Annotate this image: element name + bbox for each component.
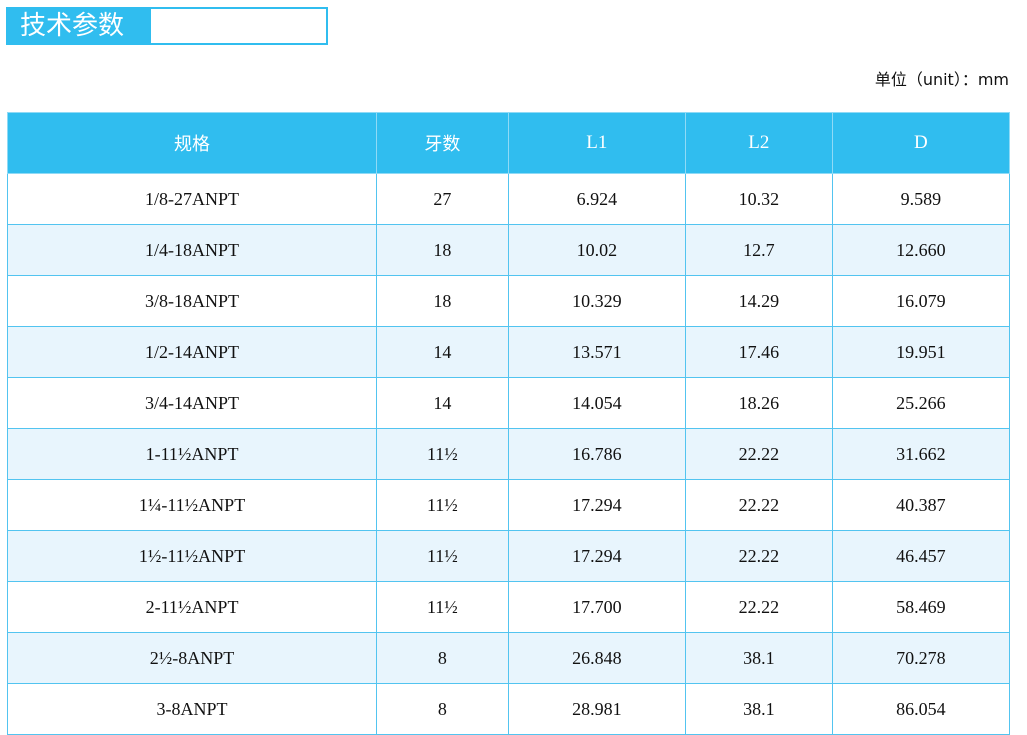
table-cell: 2-11½ANPT xyxy=(6,581,378,633)
table-cell: 13.571 xyxy=(507,326,686,378)
table-cell: 22.22 xyxy=(684,479,833,531)
table-cell: 10.02 xyxy=(507,224,686,276)
table-cell: 14 xyxy=(376,377,509,429)
section-title: 技术参数 xyxy=(6,7,328,45)
table-cell: 1¼-11½ANPT xyxy=(6,479,378,531)
table-row: 3/4-14ANPT 14 14.054 18.26 25.266 xyxy=(6,377,1011,429)
table-cell: 3/8-18ANPT xyxy=(6,275,378,327)
table-cell: 38.1 xyxy=(684,632,833,684)
table-cell: 14.29 xyxy=(684,275,833,327)
table-cell: 86.054 xyxy=(831,683,1011,735)
column-header: L2 xyxy=(684,112,833,174)
table-cell: 14.054 xyxy=(507,377,686,429)
table-cell: 1½-11½ANPT xyxy=(6,530,378,582)
column-header: L1 xyxy=(507,112,686,174)
table-row: 1-11½ANPT 11½ 16.786 22.22 31.662 xyxy=(6,428,1011,480)
table-cell: 16.079 xyxy=(831,275,1011,327)
table-cell: 1-11½ANPT xyxy=(6,428,378,480)
table-cell: 8 xyxy=(376,632,509,684)
table-cell: 8 xyxy=(376,683,509,735)
table-cell: 11½ xyxy=(376,530,509,582)
table-cell: 17.294 xyxy=(507,530,686,582)
table-cell: 22.22 xyxy=(684,581,833,633)
section-title-label: 技术参数 xyxy=(8,9,151,43)
table-cell: 31.662 xyxy=(831,428,1011,480)
column-header: D xyxy=(831,112,1011,174)
column-header: 规格 xyxy=(6,112,378,174)
table-cell: 40.387 xyxy=(831,479,1011,531)
table-cell: 70.278 xyxy=(831,632,1011,684)
table-cell: 1/2-14ANPT xyxy=(6,326,378,378)
table-cell: 3/4-14ANPT xyxy=(6,377,378,429)
table-cell: 10.329 xyxy=(507,275,686,327)
table-cell: 16.786 xyxy=(507,428,686,480)
table-row: 2-11½ANPT 11½ 17.700 22.22 58.469 xyxy=(6,581,1011,633)
table-cell: 18 xyxy=(376,275,509,327)
table-cell: 9.589 xyxy=(831,173,1011,225)
unit-label: 单位（unit）：mm xyxy=(874,70,1009,89)
table-row: 1/8-27ANPT 27 6.924 10.32 9.589 xyxy=(6,173,1011,225)
table-row: 2½-8ANPT 8 26.848 38.1 70.278 xyxy=(6,632,1011,684)
table-cell: 25.266 xyxy=(831,377,1011,429)
table-header: 规格 牙数 L1 L2 D xyxy=(6,112,1011,174)
table-cell: 12.660 xyxy=(831,224,1011,276)
table-cell: 11½ xyxy=(376,479,509,531)
table-cell: 18.26 xyxy=(684,377,833,429)
table-cell: 17.294 xyxy=(507,479,686,531)
table-cell: 58.469 xyxy=(831,581,1011,633)
table-cell: 1/8-27ANPT xyxy=(6,173,378,225)
table-cell: 12.7 xyxy=(684,224,833,276)
table-cell: 17.46 xyxy=(684,326,833,378)
table-cell: 11½ xyxy=(376,428,509,480)
table-cell: 11½ xyxy=(376,581,509,633)
table-cell: 22.22 xyxy=(684,530,833,582)
table-cell: 26.848 xyxy=(507,632,686,684)
table-cell: 6.924 xyxy=(507,173,686,225)
table-cell: 10.32 xyxy=(684,173,833,225)
table-cell: 46.457 xyxy=(831,530,1011,582)
table-cell: 28.981 xyxy=(507,683,686,735)
table-cell: 2½-8ANPT xyxy=(6,632,378,684)
column-header: 牙数 xyxy=(376,112,509,174)
table-cell: 1/4-18ANPT xyxy=(6,224,378,276)
table-cell: 18 xyxy=(376,224,509,276)
table-cell: 3-8ANPT xyxy=(6,683,378,735)
table-row: 1/4-18ANPT 18 10.02 12.7 12.660 xyxy=(6,224,1011,276)
table-cell: 17.700 xyxy=(507,581,686,633)
table-cell: 27 xyxy=(376,173,509,225)
table-row: 3-8ANPT 8 28.981 38.1 86.054 xyxy=(6,683,1011,735)
table-row: 1½-11½ANPT 11½ 17.294 22.22 46.457 xyxy=(6,530,1011,582)
spec-table: 规格 牙数 L1 L2 D 1/8-27ANPT 27 6.924 10.32 9.589 1/4… xyxy=(6,112,1011,735)
table-cell: 22.22 xyxy=(684,428,833,480)
table-cell: 19.951 xyxy=(831,326,1011,378)
table-cell: 14 xyxy=(376,326,509,378)
table-row: 1/2-14ANPT 14 13.571 17.46 19.951 xyxy=(6,326,1011,378)
table-row: 3/8-18ANPT 18 10.329 14.29 16.079 xyxy=(6,275,1011,327)
table-row: 1¼-11½ANPT 11½ 17.294 22.22 40.387 xyxy=(6,479,1011,531)
